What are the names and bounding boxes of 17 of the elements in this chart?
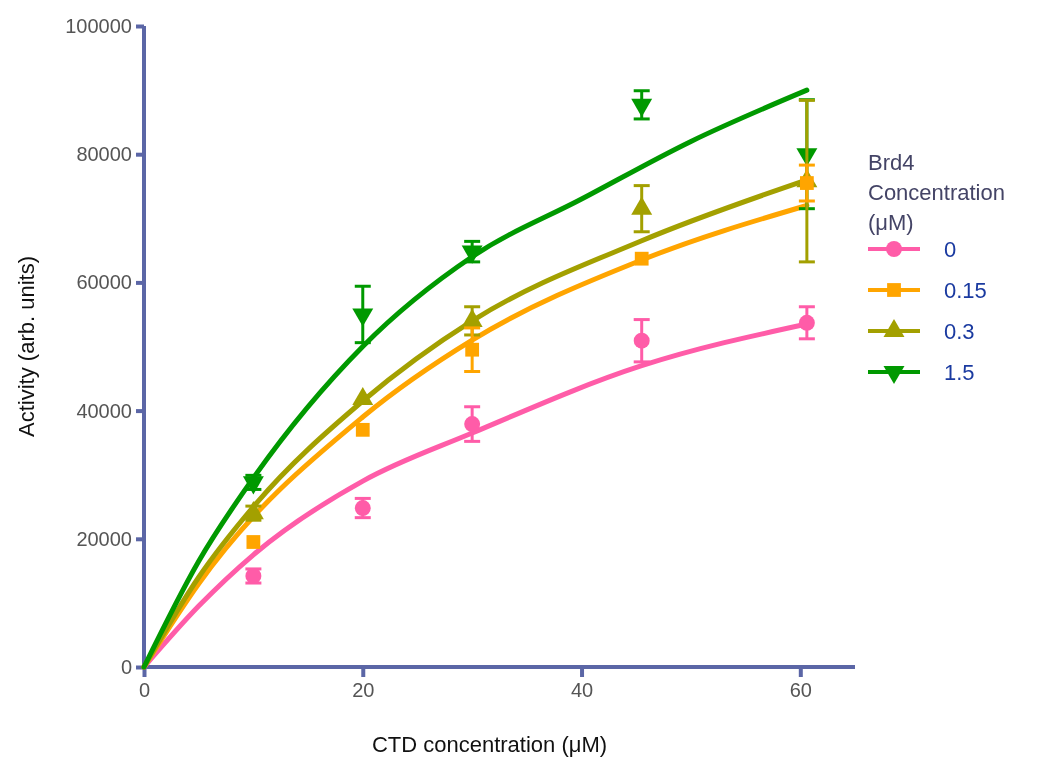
legend-title: Brd4 Concentration (μM) xyxy=(868,150,1005,235)
legend-label: 0.3 xyxy=(944,319,975,344)
x-tick-label: 20 xyxy=(352,679,375,702)
x-tick-label: 60 xyxy=(789,679,812,702)
y-tick-label: 100000 xyxy=(65,14,132,37)
y-tick-label: 80000 xyxy=(76,143,132,166)
x-tick-label: 40 xyxy=(570,679,594,702)
legend-label: 1.5 xyxy=(944,360,975,385)
y-tick-label: 40000 xyxy=(76,399,132,422)
y-tick-label: 0 xyxy=(120,655,132,678)
y-tick-label: 60000 xyxy=(76,271,132,294)
y-axis-title: Activity (arb. units) xyxy=(14,256,39,437)
legend-label: 0.15 xyxy=(944,278,987,303)
x-tick-label: 0 xyxy=(138,679,151,702)
x-axis-title: CTD concentration (μM) xyxy=(371,732,608,757)
y-tick-label: 20000 xyxy=(76,527,132,550)
legend-label: 0 xyxy=(944,237,957,262)
